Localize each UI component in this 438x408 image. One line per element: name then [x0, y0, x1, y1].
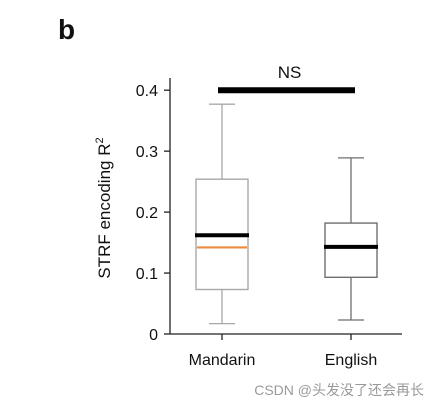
- x-tick-label: English: [325, 352, 377, 369]
- box-plot-boxes: [195, 103, 378, 325]
- significance-label: NS: [278, 63, 302, 82]
- x-axis: Mandarin English: [170, 333, 402, 369]
- panel-label: b: [58, 14, 76, 45]
- y-tick-label: 0.3: [136, 144, 158, 161]
- box-english: [324, 157, 378, 321]
- box-mandarin: [195, 103, 249, 325]
- y-axis: 0 0.1 0.2 0.3 0.4: [136, 78, 171, 344]
- y-axis-label-text: STRF encoding R: [95, 144, 114, 279]
- x-tick-label: Mandarin: [189, 352, 256, 369]
- y-tick-label: 0.2: [136, 205, 158, 222]
- y-axis-label-superscript: 2: [94, 137, 106, 143]
- significance-annotation: NS: [218, 63, 355, 94]
- y-axis-label: STRF encoding R2: [94, 137, 114, 278]
- y-tick-label: 0: [149, 327, 158, 344]
- iqr-box: [324, 222, 378, 279]
- watermark: CSDN @头发没了还会再长: [254, 382, 424, 398]
- y-tick-label: 0.1: [136, 266, 158, 283]
- y-tick-label: 0.4: [136, 83, 158, 100]
